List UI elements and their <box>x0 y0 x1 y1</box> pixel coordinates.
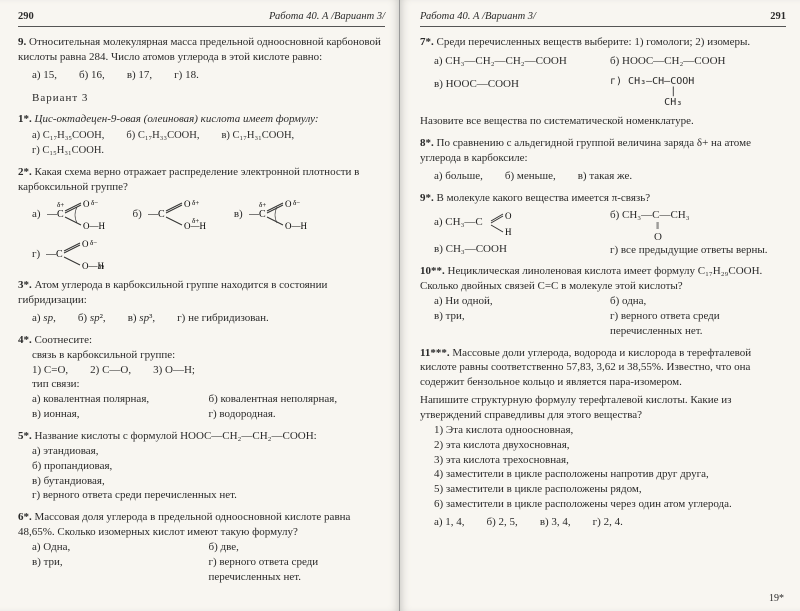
svg-text:O: O <box>505 211 512 221</box>
svg-text:δ−: δ− <box>293 199 300 207</box>
header-left: 290 Работа 40. А /Вариант 3/ <box>18 10 385 27</box>
runhead-right: Работа 40. А /Вариант 3/ <box>420 10 536 24</box>
svg-text:—C: —C <box>47 209 64 220</box>
svg-text:δ+: δ+ <box>259 201 266 209</box>
question-1: 1*. Цис-октадецен-9-овая (олеиновая) кис… <box>18 112 385 158</box>
svg-text:O: O <box>82 239 89 249</box>
sheet-signature: 19* <box>769 592 784 606</box>
question-3: 3*. Атом углерода в карбоксильной группе… <box>18 278 385 326</box>
diagram-2a: а) —C Oδ− O—H δ+ <box>32 197 105 231</box>
pagenum-right: 291 <box>770 10 786 24</box>
runhead-left: Работа 40. А /Вариант 3/ <box>269 10 385 24</box>
variant-heading: Вариант 3 <box>18 91 385 106</box>
page-right: Работа 40. А /Вариант 3/ 291 7*. Среди п… <box>400 0 800 611</box>
diagram-2c: в) —C Oδ− O—H δ+ <box>234 197 307 231</box>
svg-text:δ+: δ+ <box>57 201 64 209</box>
svg-text:H: H <box>505 227 512 236</box>
svg-text:—C: —C <box>148 209 165 220</box>
svg-text:O—H: O—H <box>83 221 105 231</box>
page-left: 290 Работа 40. А /Вариант 3/ 9. Относите… <box>0 0 400 611</box>
question-8: 8*. По сравнению с альдегидной группой в… <box>420 136 786 184</box>
question-5: 5*. Название кислоты с формулой HOOC—CH₂… <box>18 429 385 503</box>
diagram-9a: а) CH₃—C O H <box>434 210 610 236</box>
svg-text:δ+: δ+ <box>98 263 104 271</box>
svg-text:δ+: δ+ <box>192 217 199 225</box>
question-10: 10**. Нециклическая линоленовая кислота … <box>420 264 786 338</box>
svg-text:O—H: O—H <box>285 221 307 231</box>
question-2: 2*. Какая схема верно отражает распредел… <box>18 165 385 272</box>
question-9r: 9*. В молекуле какого вещества имеется π… <box>420 191 786 258</box>
header-right: Работа 40. А /Вариант 3/ 291 <box>420 10 786 27</box>
svg-text:δ−: δ− <box>90 239 97 247</box>
question-11: 11***. Массовые доли углерода, водорода … <box>420 346 786 530</box>
svg-text:δ+: δ+ <box>192 199 199 207</box>
svg-text:O: O <box>184 199 191 209</box>
question-9: 9. Относительная молекулярная масса пред… <box>18 35 385 83</box>
diagram-9b: б) CH₃—C—CH₃ ‖ O <box>610 210 786 243</box>
svg-text:δ−: δ− <box>91 199 98 207</box>
question-6: 6*. Массовая доля углерода в предельной … <box>18 510 385 584</box>
diagram-2d: г) —C Oδ− O—H δ+ <box>32 237 104 271</box>
pagenum-left: 290 <box>18 10 34 24</box>
svg-text:O: O <box>83 199 90 209</box>
svg-text:—C: —C <box>249 209 266 220</box>
svg-text:O: O <box>285 199 292 209</box>
svg-text:—C: —C <box>46 249 63 260</box>
diagram-2b: б) —C Oδ+ O—H δ+ <box>133 197 206 231</box>
question-4: 4*. Соотнесите: связь в карбоксильной гр… <box>18 333 385 422</box>
question-7: 7*. Среди перечисленных веществ выберите… <box>420 35 786 129</box>
